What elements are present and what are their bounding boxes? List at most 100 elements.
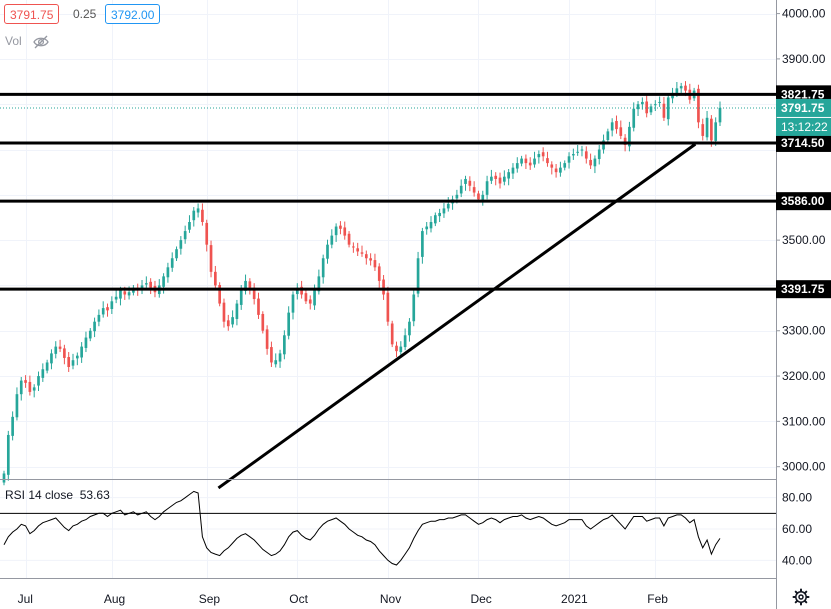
candle-body [459,185,463,194]
candle-body [175,249,178,259]
candle-body [334,226,338,236]
candle-body [511,167,515,174]
candle-body [606,131,610,141]
candle-body [382,279,385,295]
candle-body [524,158,528,164]
candle-body [468,180,472,186]
candle-body [63,348,66,358]
candle-body [235,303,239,319]
bid-price-badge[interactable]: 3791.75 [4,4,60,24]
candle-body [170,258,174,268]
level-label: 3821.75 [781,87,825,101]
candle-body [123,291,127,295]
eye-hidden-icon[interactable] [33,34,49,50]
x-tick-label: 2021 [561,592,588,606]
candle-body [84,337,88,348]
candle-body [32,387,36,391]
ask-price-badge[interactable]: 3792.00 [105,4,161,24]
time-axis[interactable]: Jul Aug Sep Oct Nov Dec 2021 Feb [18,592,669,606]
candle-body [718,107,722,123]
candle-body [97,314,101,322]
last-price-box [776,98,831,117]
rsi-pane[interactable] [0,490,776,566]
candle-body [597,149,601,160]
level-label: 3714.50 [781,136,825,150]
candle-body [416,258,420,294]
candle-body [705,117,709,138]
candle-body [455,194,459,199]
rsi-legend[interactable]: RSI 14 close 53.63 [5,488,110,502]
candle-body [653,104,657,106]
candle-body [412,294,416,322]
candle-body [326,244,329,259]
candle-body [119,289,122,299]
candle-body [88,330,92,339]
candle-body [395,345,398,352]
candle-body [602,140,605,150]
level-label-box [776,85,831,104]
candle-body [515,163,519,169]
candle-body [37,376,40,386]
candle-body [636,104,640,110]
trendline[interactable] [217,142,697,490]
candle-body [520,158,523,164]
countdown-box [776,117,831,136]
x-tick-label: Feb [647,592,668,606]
candle-body [528,162,532,166]
candle-body [567,156,571,163]
price-pane[interactable] [0,0,776,578]
candle-body [399,346,403,353]
candle-body [403,335,407,348]
candle-body [386,292,390,322]
candle-body [45,362,49,371]
candle-body [214,271,217,286]
countdown-label: 13:12:22 [781,120,828,134]
settings-gear-icon[interactable] [792,588,810,606]
candle-body [343,227,347,236]
rsi-axis-ticks: 80.00 60.00 40.00 [782,491,812,568]
candle-body [127,292,131,296]
candle-body [421,231,424,257]
x-tick-label: Jul [18,592,33,606]
candle-body [274,360,278,365]
candle-body [541,152,545,157]
candle-body [278,353,282,362]
rsi-legend-value: 53.63 [79,488,110,502]
candle-body [481,194,485,200]
candle-body [347,233,351,245]
candle-body [369,258,372,261]
candle-body [679,86,683,89]
y-tick-label: 3300.00 [782,324,826,338]
rsi-axis: 80.00 60.00 40.00 [782,491,812,568]
candle-body [714,122,718,141]
y-tick-label: 3100.00 [782,414,826,428]
candle-body [662,103,666,118]
candle-body [615,120,618,130]
candle-body [623,137,627,145]
candle-body [584,151,588,159]
candle-body [67,357,71,367]
candle-body [291,294,295,313]
candle-body [464,178,467,184]
candle-body [19,380,23,395]
candle-body [58,346,62,349]
candle-body [226,320,230,327]
candle-body [28,381,32,392]
candle-body [364,254,368,259]
price-axis[interactable]: 4000.00 3900.00 3500.00 3300.00 3200.00 3100.… [776,0,831,609]
candle-body [244,280,247,291]
candle-body [114,296,118,300]
candle-body [24,380,27,383]
last-price-label: 3791.75 [781,101,825,115]
x-tick-label: Oct [289,592,308,606]
pane-separator [0,479,776,579]
candle-body [710,118,713,141]
candle-body [261,313,265,331]
candle-body [490,176,493,181]
candle-body [101,308,105,315]
candle-body [248,281,252,288]
candle-body [166,267,170,278]
candle-body [537,154,541,158]
candle-body [270,347,273,363]
